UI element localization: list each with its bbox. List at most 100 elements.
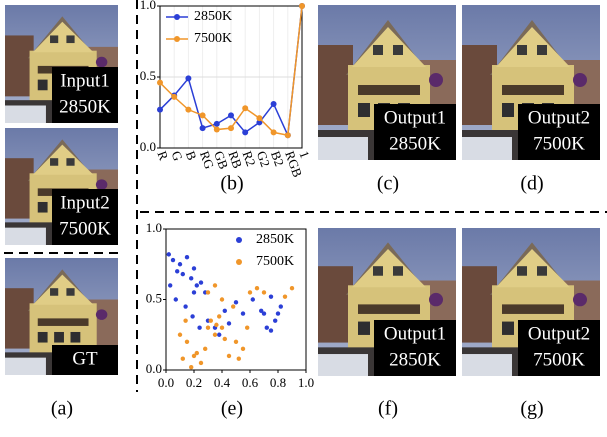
page: {"panel_labels": ["(a)", "(b)", "(c)", "… <box>0 0 607 437</box>
point <box>241 311 245 315</box>
point <box>256 115 262 121</box>
point <box>171 94 177 100</box>
legend-label: 7500K <box>256 254 294 269</box>
point <box>251 297 255 301</box>
point <box>271 129 277 135</box>
point <box>265 326 269 330</box>
point <box>168 283 172 287</box>
point <box>262 290 266 294</box>
x-tick-label: 0.8 <box>270 375 286 390</box>
point <box>190 314 194 318</box>
point <box>228 125 234 131</box>
point <box>279 304 283 308</box>
x-tick-label: 1 <box>296 149 312 160</box>
point <box>283 294 287 298</box>
legend-label: 7500K <box>194 31 232 46</box>
point <box>181 272 185 276</box>
point <box>195 283 199 287</box>
point <box>255 286 259 290</box>
point <box>171 258 175 262</box>
legend-label: 2850K <box>256 232 294 247</box>
y-tick-label: 0.5 <box>146 290 162 305</box>
point <box>214 127 220 133</box>
x-tick-label: 1.0 <box>298 375 314 390</box>
point <box>276 311 280 315</box>
panel-label: (a) <box>51 398 73 420</box>
point <box>234 300 238 304</box>
x-tick-label: 0.2 <box>186 375 202 390</box>
point <box>200 112 206 118</box>
point <box>167 252 171 256</box>
point <box>200 125 206 131</box>
image-caption: 7500K <box>533 349 585 370</box>
point <box>241 347 245 351</box>
point <box>199 361 203 365</box>
image-caption: 7500K <box>533 133 585 154</box>
y-tick-label: 1.0 <box>140 0 156 12</box>
legend-marker <box>236 259 242 265</box>
point <box>192 290 196 294</box>
point <box>227 321 231 325</box>
point <box>223 309 227 313</box>
figure: Input1 2850K Input2 7500K GT Output1 2850K Outp… <box>0 0 607 437</box>
image-caption: 7500K <box>59 218 111 239</box>
x-tick-label: R <box>154 149 171 163</box>
image-caption: 2850K <box>389 133 441 154</box>
y-tick-label: 0.5 <box>140 68 156 83</box>
point <box>195 351 199 355</box>
panel-label: (c) <box>377 173 399 195</box>
point <box>234 340 238 344</box>
y-tick-label: 1.0 <box>146 220 162 235</box>
image-caption: 2850K <box>59 96 111 117</box>
point <box>285 132 291 138</box>
x-tick-label: 0.4 <box>214 375 231 390</box>
point <box>242 129 248 135</box>
point <box>248 290 252 294</box>
legend-marker <box>174 36 180 42</box>
point <box>217 333 221 337</box>
legend-marker <box>174 14 180 20</box>
point <box>237 357 241 361</box>
point <box>271 101 277 107</box>
point <box>197 326 201 330</box>
x-tick-label: B <box>183 149 200 163</box>
image-caption: Output2 <box>528 107 590 128</box>
point <box>220 297 224 301</box>
point <box>206 326 210 330</box>
plot-frame <box>166 229 306 370</box>
legend-label: 2850K <box>194 9 232 24</box>
point <box>178 333 182 337</box>
image-caption: Input2 <box>60 192 110 213</box>
legend-marker <box>236 237 242 243</box>
point <box>214 323 218 327</box>
point <box>231 304 235 308</box>
image-caption: 2850K <box>389 349 441 370</box>
point <box>269 294 273 298</box>
point <box>213 333 217 337</box>
point <box>185 75 191 81</box>
point <box>185 340 189 344</box>
point <box>185 107 191 113</box>
point <box>206 290 210 294</box>
x-tick-label: 0.0 <box>158 375 174 390</box>
image-caption: Input1 <box>60 70 110 91</box>
image-caption: Output2 <box>528 323 590 344</box>
y-tick-label: 0.0 <box>140 139 156 154</box>
point <box>189 365 193 369</box>
point <box>157 107 163 113</box>
panel-label: (d) <box>520 173 543 195</box>
point <box>181 357 185 361</box>
point <box>183 304 187 308</box>
point <box>157 80 163 86</box>
point <box>262 311 266 315</box>
image-caption: GT <box>72 348 98 369</box>
point <box>223 337 227 341</box>
point <box>185 255 189 259</box>
point <box>209 318 213 322</box>
point <box>203 347 207 351</box>
point <box>242 105 248 111</box>
image-caption: Output1 <box>384 107 446 128</box>
panel-label: (e) <box>221 398 243 420</box>
point <box>174 297 178 301</box>
content: Input1 2850K Input2 7500K GT Output1 2850K Outp… <box>5 0 600 420</box>
